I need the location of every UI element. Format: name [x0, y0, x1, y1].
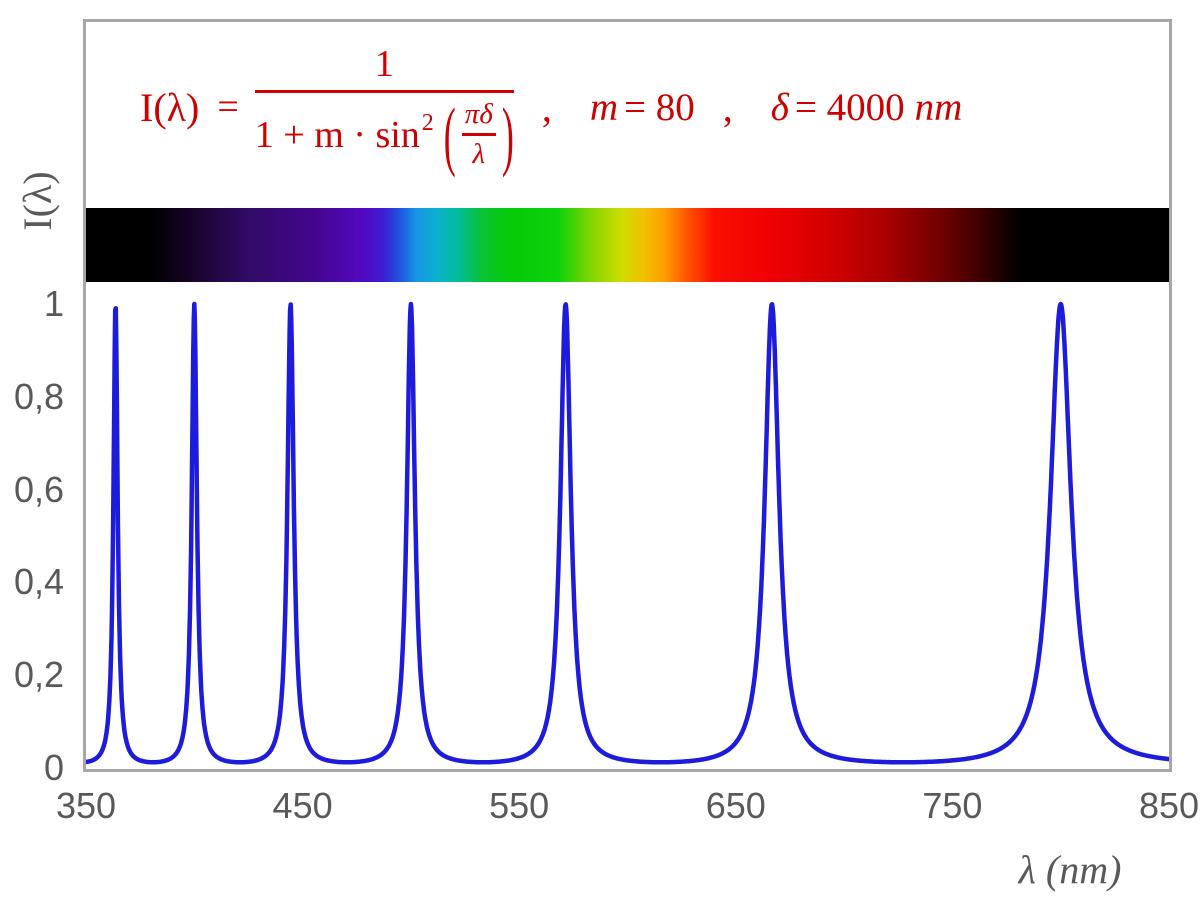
- inner-denominator: λ: [472, 137, 486, 170]
- x-tick-label: 650: [705, 785, 766, 826]
- x-tick-label: 450: [272, 785, 333, 826]
- x-tick-label: 850: [1138, 785, 1200, 826]
- x-tick-label: 750: [922, 785, 983, 826]
- x-tick-label: 350: [55, 785, 117, 826]
- m-symbol: m: [589, 85, 618, 129]
- comma-2: ,: [722, 84, 733, 130]
- comma-1: ,: [541, 84, 552, 130]
- close-paren: ): [501, 91, 514, 178]
- y-tick-label: 0,8: [13, 375, 64, 417]
- y-tick-label: 0,6: [13, 468, 64, 510]
- intensity-curve: [86, 301, 1169, 765]
- formula-lhs: I(λ): [140, 84, 200, 130]
- y-tick-label: 0,2: [13, 654, 64, 696]
- inner-numerator: πδ: [464, 98, 493, 131]
- intensity-curve-svg: [86, 301, 1169, 765]
- open-paren: (: [443, 91, 456, 178]
- y-tick-label: 0: [43, 747, 64, 788]
- denominator-text: 1 + m · sin: [254, 113, 420, 156]
- fraction-bar: [254, 90, 514, 94]
- m-value: = 80: [623, 85, 695, 129]
- delta-value: = 4000: [794, 85, 905, 129]
- fraction-numerator: 1: [374, 43, 394, 86]
- y-tick-label: 0,4: [13, 561, 64, 603]
- fraction-denominator: 1 + m · sin 2 ( πδ λ ): [254, 91, 514, 178]
- formula-equals: =: [217, 86, 239, 128]
- inner-fraction: πδ λ: [461, 98, 496, 170]
- param-delta: δ = 4000 nm: [771, 85, 963, 130]
- delta-symbol: δ: [770, 85, 789, 129]
- visible-spectrum-bar: [86, 208, 1169, 282]
- plot-frame: I(λ) = 1 1 + m · sin 2 ( πδ λ ) , m = 80: [83, 19, 1172, 772]
- formula-annotation: I(λ) = 1 1 + m · sin 2 ( πδ λ ) , m = 80: [140, 36, 962, 178]
- x-tick-label: 550: [489, 785, 550, 826]
- formula-fraction: 1 1 + m · sin 2 ( πδ λ ): [254, 43, 514, 178]
- inner-fraction-bar: [461, 133, 496, 136]
- y-tick-label: 1: [43, 283, 64, 324]
- delta-unit: nm: [914, 85, 963, 129]
- x-axis-title: λ (nm): [1018, 847, 1122, 892]
- param-m: m = 80: [590, 85, 695, 130]
- y-axis-title: I(λ): [15, 171, 60, 231]
